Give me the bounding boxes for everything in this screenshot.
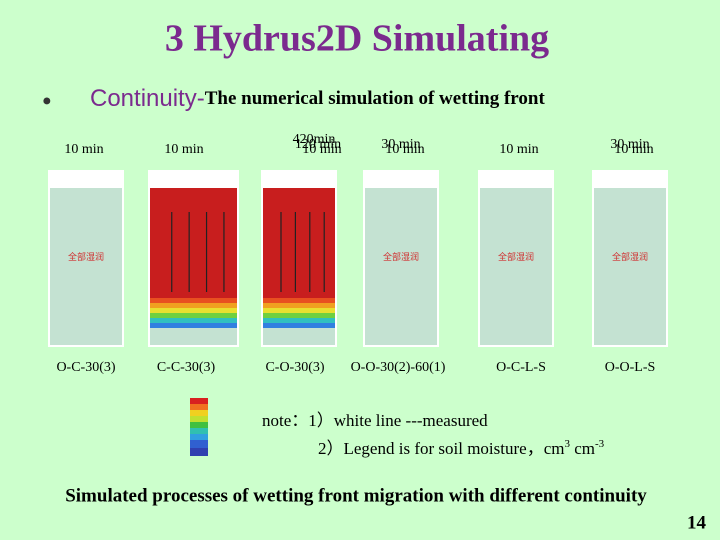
wet-band bbox=[150, 298, 237, 303]
panel-inner-text: 全部湿润 bbox=[498, 251, 534, 262]
wet-band bbox=[263, 323, 335, 328]
time-label: 10 min bbox=[499, 142, 538, 157]
panel-soil bbox=[50, 188, 122, 345]
time-label: 10 min bbox=[302, 142, 341, 157]
note-line-1: note：1）white line ---measured bbox=[262, 411, 488, 430]
wet-band bbox=[263, 308, 335, 313]
wet-zone bbox=[263, 188, 335, 298]
panel-label: O-C-30(3) bbox=[56, 360, 115, 375]
wet-band bbox=[263, 313, 335, 318]
time-label: 30 min bbox=[610, 137, 649, 152]
caption: Simulated processes of wetting front mig… bbox=[65, 485, 647, 506]
wet-band bbox=[150, 313, 237, 318]
time-label: 10 min bbox=[64, 142, 103, 157]
wet-band bbox=[263, 303, 335, 308]
note-sup: -3 bbox=[595, 438, 605, 450]
wet-band bbox=[150, 303, 237, 308]
wet-band bbox=[150, 318, 237, 323]
panel-label: C-C-30(3) bbox=[157, 360, 216, 375]
time-label: 420min bbox=[293, 132, 336, 147]
note-text: 2）Legend is for soil moisture，cm bbox=[318, 439, 564, 458]
panel-inner-text: 全部湿润 bbox=[68, 251, 104, 262]
note-sup: 3 bbox=[564, 438, 570, 450]
time-label: 120 min bbox=[295, 137, 341, 152]
panel-label: O-O-30(2)-60(1) bbox=[351, 360, 446, 375]
bullet-lead: Continuity- bbox=[90, 85, 205, 112]
panel-soil bbox=[480, 188, 552, 345]
wet-zone bbox=[150, 188, 237, 298]
panel-soil bbox=[594, 188, 666, 345]
panel-label: C-O-30(3) bbox=[265, 360, 324, 375]
panel-soil bbox=[365, 188, 437, 345]
page-number: 14 bbox=[687, 512, 707, 533]
note-text: cm bbox=[570, 439, 595, 458]
time-label: 10 min bbox=[164, 142, 203, 157]
time-label: 30 min bbox=[381, 137, 420, 152]
panel-inner-text: 全部湿润 bbox=[612, 251, 648, 262]
bullet-body: The numerical simulation of wetting fron… bbox=[205, 88, 546, 109]
wet-band bbox=[150, 308, 237, 313]
title: 3 Hydrus2D Simulating bbox=[165, 18, 549, 60]
bullet-dot: ● bbox=[42, 93, 52, 110]
wet-band bbox=[263, 318, 335, 323]
legend-image bbox=[190, 398, 208, 456]
panel-label: O-O-L-S bbox=[605, 360, 656, 375]
panel-inner-text: 全部湿润 bbox=[383, 251, 419, 262]
bullet-text: Continuity-The numerical simulation of w… bbox=[90, 85, 545, 112]
wet-band bbox=[263, 298, 335, 303]
wet-band bbox=[150, 323, 237, 328]
time-label: 10 min bbox=[614, 142, 653, 157]
time-label: 10 min bbox=[385, 142, 424, 157]
note-line-2: 2）Legend is for soil moisture，cm3 cm-3 bbox=[318, 438, 605, 458]
panel-label: O-C-L-S bbox=[496, 360, 546, 375]
